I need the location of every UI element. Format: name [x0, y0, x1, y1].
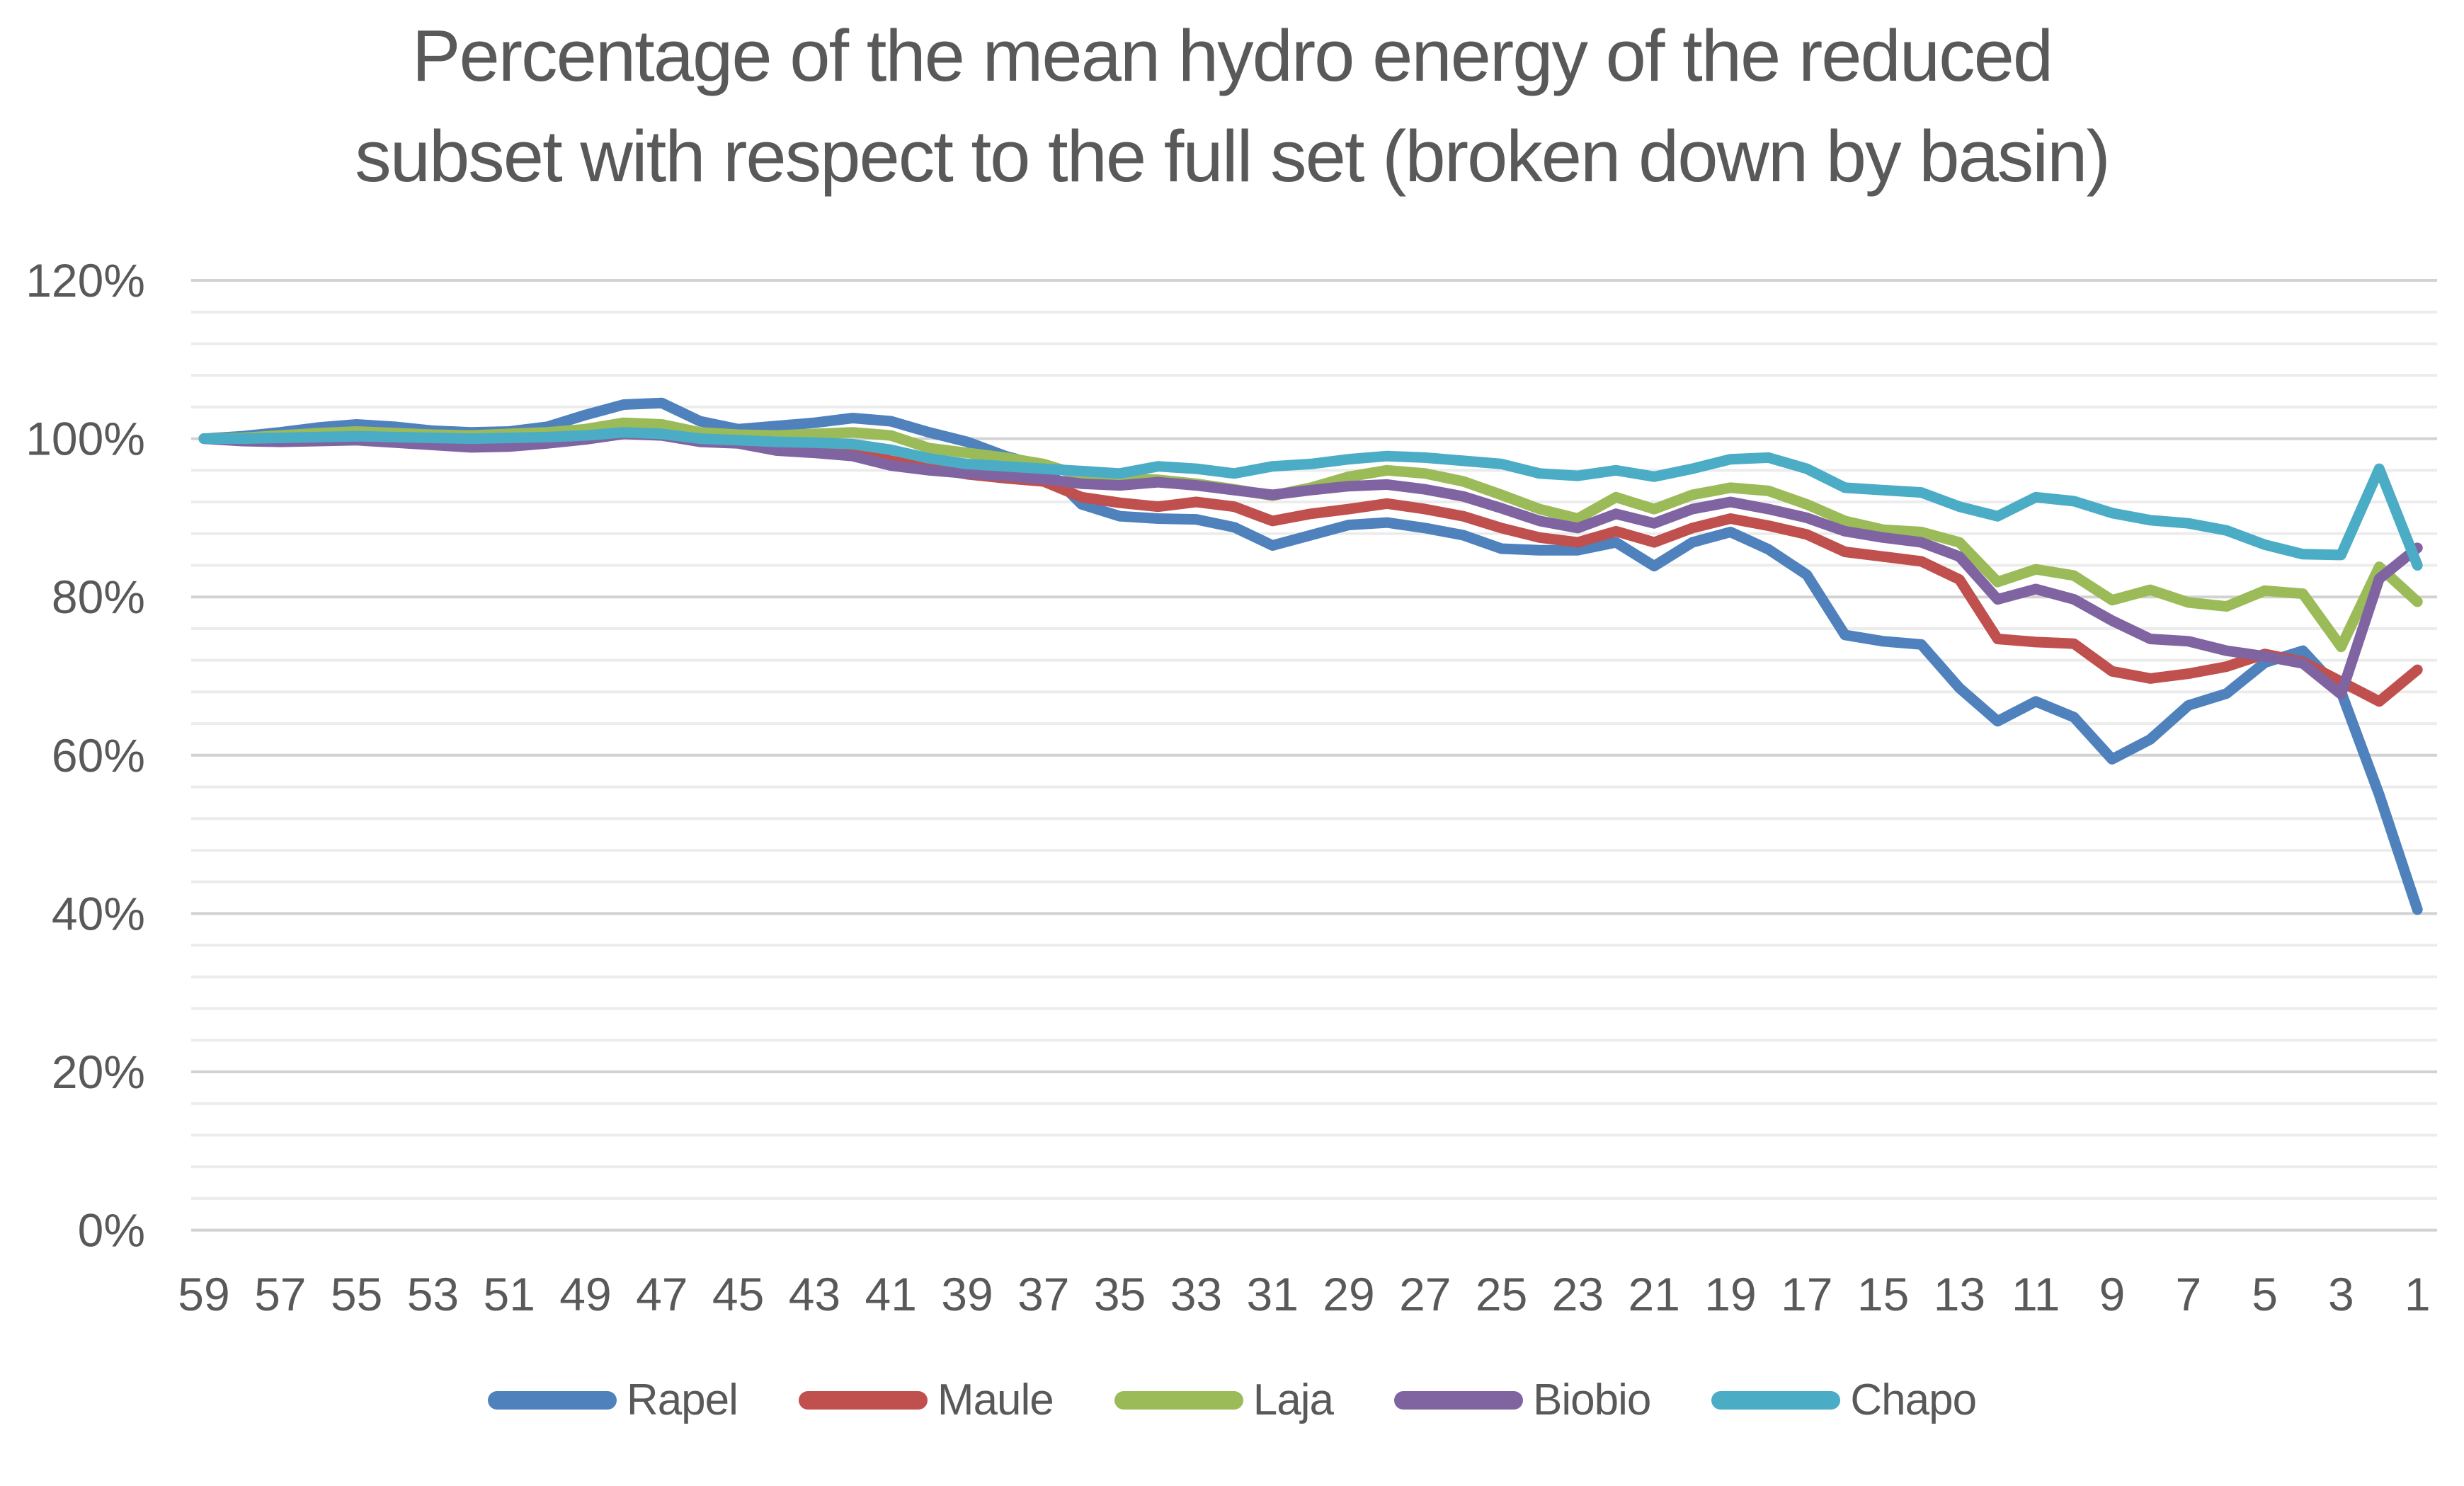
x-tick-label: 57 [254, 1268, 306, 1320]
legend-item-maule: Maule [798, 1375, 1054, 1425]
x-tick-label: 15 [1857, 1268, 1909, 1320]
x-tick-label: 59 [178, 1268, 229, 1320]
x-tick-label: 19 [1704, 1268, 1756, 1320]
x-tick-label: 31 [1246, 1268, 1298, 1320]
legend-swatch-laja [1114, 1390, 1243, 1410]
legend-swatch-rapel [487, 1390, 617, 1410]
series-line-rapel [198, 397, 2423, 915]
y-tick-label: 20% [52, 1046, 145, 1098]
chart-title-line-1: Percentage of the mean hydro energy of t… [411, 15, 2053, 96]
legend-swatch-chapo [1711, 1390, 1841, 1410]
chart-title-line-2: subset with respect to the full set (bro… [355, 115, 2111, 198]
x-tick-label: 35 [1094, 1268, 1146, 1320]
x-tick-label: 1 [2405, 1268, 2431, 1320]
series-line-chapo [198, 427, 2423, 571]
legend-item-biobio: Biobio [1394, 1375, 1651, 1425]
x-tick-label: 25 [1476, 1268, 1527, 1320]
x-tick-label: 11 [2012, 1268, 2060, 1320]
y-tick-label: 60% [52, 729, 145, 782]
legend-swatch-biobio [1394, 1390, 1524, 1410]
x-tick-label: 27 [1399, 1268, 1451, 1320]
x-tick-label: 7 [2175, 1268, 2201, 1320]
legend-label-biobio: Biobio [1533, 1376, 1651, 1424]
y-tick-label: 120% [25, 254, 145, 307]
y-tick-label: 100% [25, 413, 145, 465]
legend-item-chapo: Chapo [1711, 1375, 1977, 1425]
y-tick-label: 0% [78, 1204, 145, 1257]
chart-title: Percentage of the mean hydro energy of t… [0, 6, 2464, 207]
legend-label-rapel: Rapel [626, 1376, 738, 1424]
x-tick-label: 41 [865, 1268, 916, 1320]
y-tick-label: 80% [52, 571, 145, 623]
x-tick-label: 5 [2252, 1268, 2278, 1320]
x-tick-label: 33 [1170, 1268, 1222, 1320]
x-tick-label: 13 [1934, 1268, 1985, 1320]
x-tick-label: 49 [559, 1268, 611, 1320]
x-tick-label: 21 [1628, 1268, 1679, 1320]
x-tick-label: 37 [1017, 1268, 1069, 1320]
x-tick-label: 3 [2328, 1268, 2354, 1320]
legend-item-laja: Laja [1114, 1375, 1334, 1425]
x-tick-label: 17 [1781, 1268, 1832, 1320]
x-tick-label: 53 [407, 1268, 459, 1320]
x-tick-label: 47 [636, 1268, 688, 1320]
chart-legend: Rapel Maule Laja Biobio Chapo [0, 1375, 2464, 1425]
legend-label-chapo: Chapo [1850, 1376, 1977, 1424]
legend-label-maule: Maule [937, 1376, 1054, 1424]
x-tick-label: 51 [483, 1268, 535, 1320]
x-tick-label: 29 [1323, 1268, 1374, 1320]
x-tick-label: 9 [2099, 1268, 2126, 1320]
legend-swatch-maule [798, 1390, 928, 1410]
x-tick-label: 55 [331, 1268, 382, 1320]
x-tick-label: 39 [941, 1268, 993, 1320]
x-tick-label: 45 [712, 1268, 764, 1320]
x-tick-label: 23 [1552, 1268, 1604, 1320]
legend-label-laja: Laja [1253, 1376, 1334, 1424]
legend-item-rapel: Rapel [487, 1375, 738, 1425]
x-tick-label: 43 [789, 1268, 840, 1320]
y-tick-label: 40% [52, 887, 145, 939]
